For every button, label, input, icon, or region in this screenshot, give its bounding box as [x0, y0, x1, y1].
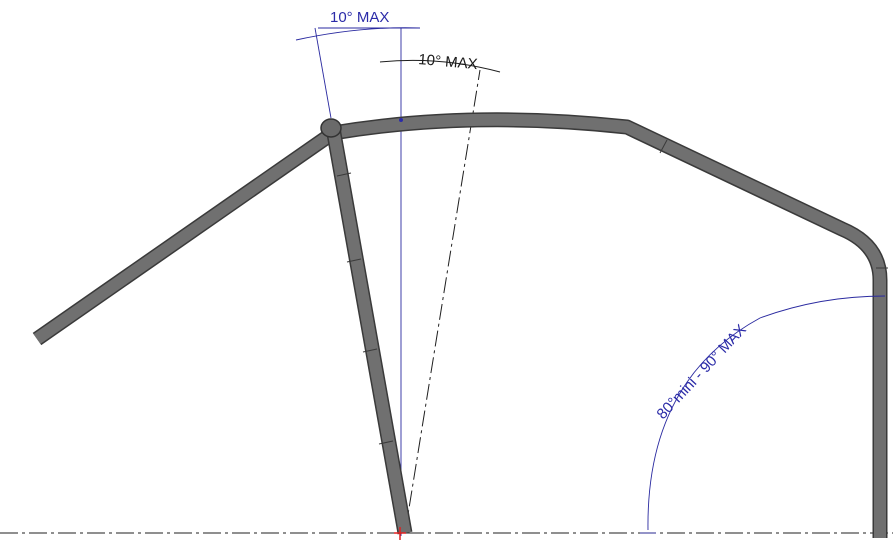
top-black-angle-label: 10° MAX [418, 51, 479, 73]
tube-seam [378, 440, 394, 445]
main-hoop-tube [331, 112, 888, 538]
top-blue-angle-dimension: 10° MAX [295, 9, 421, 119]
tube-seam [659, 139, 668, 154]
tube-seam [346, 258, 362, 263]
corner-angle-label: 80°mini - 90° MAX [653, 321, 749, 422]
ten-degree-construction-line [404, 69, 481, 534]
axis-intersection-marker [399, 118, 403, 122]
tube-seam [336, 172, 352, 177]
rear-stay-tube [32, 126, 338, 346]
corner-angle-dimension: 80°mini - 90° MAX [640, 295, 886, 534]
top-black-angle-dimension: 10° MAX [379, 51, 501, 73]
pillar-top-joint [320, 118, 342, 138]
tube-seam [362, 348, 378, 353]
front-pillar-tube [325, 126, 413, 535]
top-blue-angle-label: 10° MAX [330, 9, 389, 26]
